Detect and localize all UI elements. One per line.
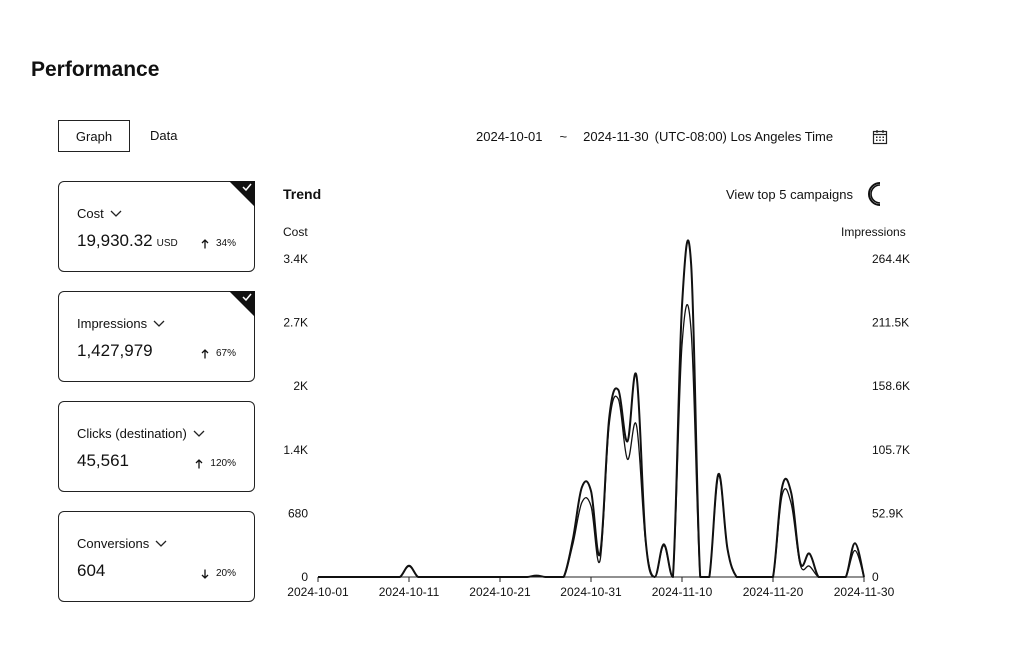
metric-change: 34% xyxy=(215,238,236,249)
x-tick-label: 2024-11-10 xyxy=(652,585,713,599)
y-left-tick-label: 2K xyxy=(293,379,308,393)
tab-data[interactable]: Data xyxy=(150,128,178,143)
metric-card-impressions[interactable]: Impressions 1,427,979 67% xyxy=(58,291,255,382)
timezone-label: (UTC-08:00) Los Angeles Time xyxy=(654,129,834,144)
y-left-tick-label: 3.4K xyxy=(283,252,308,266)
top-campaigns-toggle[interactable] xyxy=(867,181,903,207)
x-tick-label: 2024-10-21 xyxy=(469,585,531,599)
metric-label: Cost xyxy=(77,206,104,221)
metric-change: 120% xyxy=(210,458,236,469)
metric-card-conversions[interactable]: Conversions 604 20% xyxy=(58,511,255,602)
chevron-down-icon[interactable] xyxy=(193,430,205,438)
arrow-up-icon xyxy=(201,238,209,248)
x-tick-label: 2024-10-31 xyxy=(560,585,622,599)
chevron-down-icon[interactable] xyxy=(110,210,122,218)
selected-check-icon xyxy=(229,291,255,317)
y-axis-left-label: Cost xyxy=(283,225,308,239)
y-left-tick-label: 680 xyxy=(288,506,308,520)
y-left-tick-label: 1.4K xyxy=(283,443,308,457)
date-range-picker[interactable]: 2024-10-01 ~ 2024-11-30 (UTC-08:00) Los … xyxy=(476,129,833,144)
date-separator: ~ xyxy=(559,129,568,144)
metric-change: 20% xyxy=(215,568,236,579)
selected-check-icon xyxy=(229,181,255,207)
metric-card-cost[interactable]: Cost 19,930.32 USD 34% xyxy=(58,181,255,272)
metric-value: 19,930.32 xyxy=(77,231,153,250)
series-line-impressions xyxy=(318,304,865,578)
y-left-tick-label: 0 xyxy=(301,570,308,584)
metric-label: Clicks (destination) xyxy=(77,426,187,441)
metric-card-clicks[interactable]: Clicks (destination) 45,561 120% xyxy=(58,401,255,492)
y-right-tick-label: 0 xyxy=(872,570,879,584)
end-date[interactable]: 2024-11-30 xyxy=(583,129,649,144)
trend-title: Trend xyxy=(283,186,322,202)
chevron-down-icon[interactable] xyxy=(153,320,165,328)
metric-value: 604 xyxy=(77,561,106,580)
y-right-tick-label: 105.7K xyxy=(872,443,910,457)
y-right-tick-label: 158.6K xyxy=(872,379,910,393)
top-campaigns-label: View top 5 campaigns xyxy=(726,187,853,202)
y-right-tick-label: 52.9K xyxy=(872,506,903,520)
calendar-icon[interactable] xyxy=(872,129,888,145)
arrow-up-icon xyxy=(201,348,209,358)
y-right-tick-label: 264.4K xyxy=(872,252,910,266)
x-tick-label: 2024-11-20 xyxy=(743,585,804,599)
x-tick-label: 2024-10-01 xyxy=(287,585,349,599)
tab-graph[interactable]: Graph xyxy=(58,120,130,152)
start-date[interactable]: 2024-10-01 xyxy=(476,129,543,144)
metric-label: Impressions xyxy=(77,316,148,331)
metric-value: 1,427,979 xyxy=(77,341,153,360)
metric-label: Conversions xyxy=(77,536,150,551)
series-line-cost xyxy=(318,239,865,578)
page-title: Performance xyxy=(31,58,160,81)
y-left-tick-label: 2.7K xyxy=(283,316,308,330)
x-tick-label: 2024-10-11 xyxy=(379,585,440,599)
arrow-up-icon xyxy=(195,458,203,468)
metric-change: 67% xyxy=(215,348,236,359)
chevron-down-icon[interactable] xyxy=(155,540,167,548)
y-axis-right-label: Impressions xyxy=(841,225,906,239)
y-right-tick-label: 211.5K xyxy=(872,316,909,330)
arrow-down-icon xyxy=(201,569,209,579)
metric-value: 45,561 xyxy=(77,451,129,470)
metric-unit: USD xyxy=(156,238,178,249)
x-tick-label: 2024-11-30 xyxy=(834,585,895,599)
